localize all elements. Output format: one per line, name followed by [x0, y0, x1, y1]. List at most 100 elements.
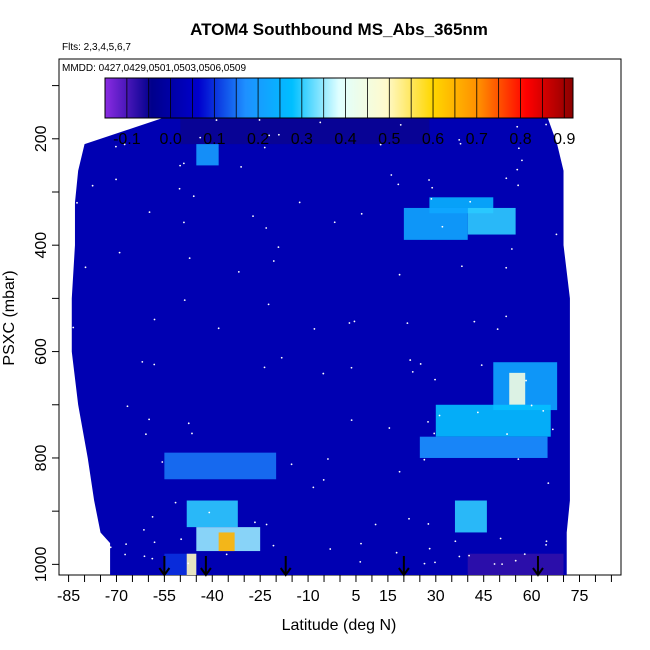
data-dot: [350, 366, 353, 369]
data-dot: [187, 422, 190, 425]
data-dot: [428, 179, 430, 181]
data-dot: [433, 432, 436, 435]
data-dot: [123, 143, 126, 146]
data-dot: [542, 410, 545, 412]
heatmap-patch: [419, 436, 548, 458]
data-dot: [499, 537, 502, 540]
data-dot: [547, 482, 550, 484]
data-dot: [388, 427, 391, 429]
data-dot: [350, 419, 353, 422]
colorbar-tick-label: 0.9: [553, 131, 575, 148]
data-dot: [319, 121, 322, 124]
data-dot: [516, 125, 519, 128]
data-dot: [395, 551, 398, 554]
data-dot: [517, 147, 520, 150]
data-dot: [409, 359, 412, 361]
colorbar-tick-label: -0.1: [113, 131, 141, 148]
heatmap-patch: [218, 532, 235, 552]
data-dot: [183, 299, 186, 302]
data-dot: [277, 246, 280, 249]
heatmap-patch: [454, 500, 487, 533]
data-dot: [408, 517, 410, 520]
data-dot: [428, 547, 431, 550]
data-dot: [240, 166, 243, 168]
heatmap-patch: [435, 404, 551, 437]
data-dot: [496, 328, 499, 331]
data-dot: [333, 221, 336, 224]
data-dot: [280, 356, 283, 359]
data-dot: [208, 511, 211, 514]
data-dot: [272, 544, 275, 547]
data-dot: [517, 458, 520, 461]
data-dot: [265, 523, 268, 526]
data-dot: [109, 546, 112, 549]
data-dot: [277, 133, 280, 136]
data-dot: [427, 420, 429, 423]
data-dot: [480, 364, 483, 367]
data-dot: [118, 251, 121, 254]
x-axis-title: Latitude (deg N): [282, 617, 397, 634]
y-tick-label: 1000: [33, 546, 50, 582]
data-dot: [523, 553, 526, 556]
data-dot: [430, 197, 433, 200]
data-dot: [476, 411, 479, 414]
x-axis: -85 -70 -55 -40 -25 -10 5 15 30 45 60 75: [57, 575, 612, 605]
y-tick-label: 800: [33, 445, 50, 472]
data-dot: [179, 164, 182, 167]
flights-note: Flts: 2,3,4,5,6,7: [62, 42, 131, 53]
data-gap-dots: [72, 119, 558, 566]
x-tick-label: 60: [523, 588, 541, 605]
y-axis-title: PSXC (mbar): [1, 270, 18, 365]
data-dot: [397, 183, 400, 186]
heatmap-patch: [509, 372, 526, 405]
data-dot: [161, 461, 164, 463]
colorbar-dividers: [126, 78, 565, 118]
data-dot: [374, 523, 377, 526]
data-dot: [458, 555, 461, 558]
data-dot: [252, 215, 254, 218]
colorbar-tick-label: 0.4: [334, 131, 356, 148]
x-tick-label: -40: [201, 588, 224, 605]
data-dot: [505, 177, 508, 180]
data-dot: [399, 124, 402, 126]
data-dot: [254, 521, 256, 524]
data-dot: [215, 119, 218, 121]
data-dot: [72, 326, 75, 329]
data-dot: [145, 433, 147, 436]
x-tick-label: -10: [297, 588, 320, 605]
data-dot: [327, 458, 329, 460]
data-dot: [267, 303, 270, 306]
data-dot: [174, 501, 177, 504]
colorbar: -0.1 0.0 0.1 0.2 0.3 0.4 0.5 0.6 0.7 0.8 0.9: [104, 77, 575, 148]
data-dot: [124, 553, 127, 556]
colorbar-tick-label: 0.3: [291, 131, 313, 148]
data-dot: [272, 260, 275, 262]
data-dot: [237, 271, 240, 273]
data-dot: [126, 405, 129, 408]
data-dot: [406, 322, 409, 324]
colorbar-tick-label: 0.1: [203, 131, 225, 148]
data-dot: [360, 212, 363, 215]
data-dot: [151, 557, 154, 560]
data-dot: [188, 257, 191, 260]
heatmap-patch: [186, 553, 197, 575]
data-dot: [514, 559, 517, 562]
data-dot: [510, 248, 513, 250]
data-dot: [329, 548, 332, 550]
data-dot: [431, 186, 434, 189]
data-dot: [460, 265, 463, 268]
data-dot: [225, 553, 228, 556]
data-dot: [423, 458, 426, 461]
x-tick-label: -70: [105, 588, 128, 605]
colorbar-tick-label: 0.6: [422, 131, 444, 148]
colorbar-tick-label: 0.0: [159, 131, 181, 148]
data-dot: [501, 563, 503, 566]
x-tick-label: -55: [153, 588, 176, 605]
data-dot: [178, 187, 181, 190]
colorbar-labels: -0.1 0.0 0.1 0.2 0.3 0.4 0.5 0.6 0.7 0.8 0.9: [113, 131, 575, 148]
data-dot: [322, 372, 325, 375]
data-dot: [525, 379, 527, 382]
data-dot: [153, 541, 156, 544]
data-dot: [217, 327, 220, 330]
